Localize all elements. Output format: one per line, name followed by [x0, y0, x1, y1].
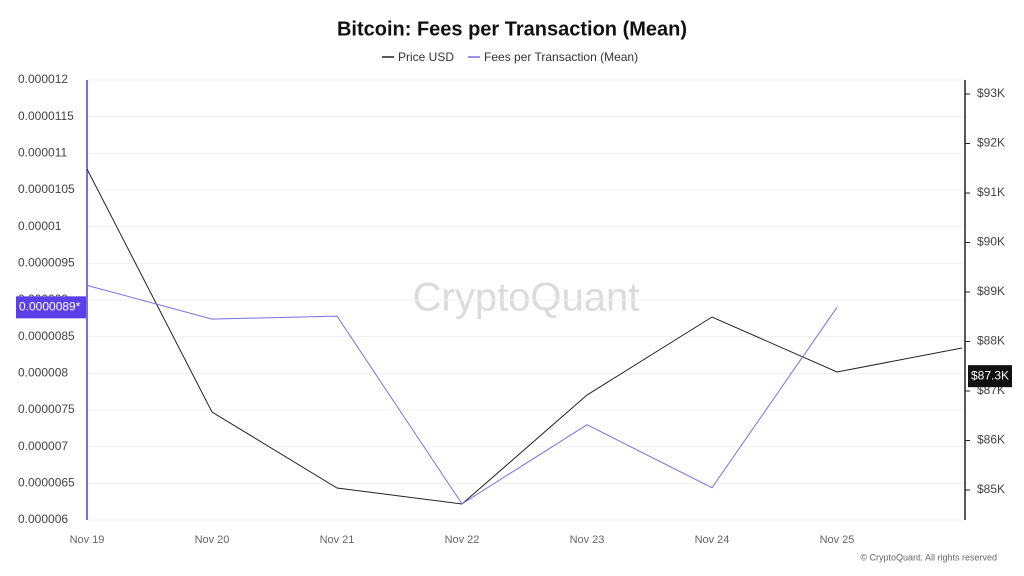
y-tick-label: 0.000012 [18, 72, 68, 86]
current-label: 0.0000089* [19, 300, 81, 314]
y2-tick-label: $85K [977, 482, 1005, 496]
y-tick-label: 0.0000105 [18, 182, 75, 196]
y2-tick-label: $89K [977, 284, 1005, 298]
y-tick-label: 0.0000115 [18, 109, 74, 123]
y-tick-label: 0.0000095 [18, 256, 75, 270]
y-tick-label: 0.000006 [18, 512, 68, 526]
y2-tick-label: $88K [977, 334, 1005, 348]
y-tick-label: 0.00001 [18, 219, 62, 233]
y2-tick-label: $90K [977, 235, 1005, 249]
series-line [86, 168, 963, 505]
x-tick-label: Nov 25 [820, 534, 855, 546]
footer: © CryptoQuant. All rights reserved [860, 552, 997, 562]
y-tick-label: 0.0000075 [18, 402, 75, 416]
y2-tick-label: $93K [977, 86, 1005, 100]
y-tick-label: 0.000007 [18, 439, 68, 453]
x-tick-label: Nov 19 [70, 534, 105, 546]
y-tick-label: 0.0000065 [18, 476, 75, 490]
x-tick-label: Nov 21 [320, 534, 355, 546]
x-tick-label: Nov 23 [570, 534, 605, 546]
y2-tick-label: $92K [977, 136, 1005, 150]
y-tick-label: 0.0000085 [18, 329, 75, 343]
series-line [86, 284, 838, 505]
current-label: $87.3K [971, 368, 1009, 382]
x-tick-label: Nov 20 [195, 534, 230, 546]
y2-tick-label: $86K [977, 433, 1005, 447]
x-tick-label: Nov 22 [445, 534, 480, 546]
x-tick-label: Nov 24 [695, 534, 730, 546]
current-badge [968, 365, 1012, 388]
legend-label: Fees per Transaction (Mean) [484, 50, 638, 64]
current-badge [16, 296, 86, 319]
chart-title: Bitcoin: Fees per Transaction (Mean) [337, 18, 687, 40]
y2-tick-label: $91K [977, 185, 1005, 199]
legend-label: Price USD [398, 50, 454, 64]
y-tick-label: 0.000008 [18, 366, 68, 380]
y-tick-label: 0.000011 [18, 146, 67, 160]
watermark: CryptoQuant [413, 276, 640, 320]
